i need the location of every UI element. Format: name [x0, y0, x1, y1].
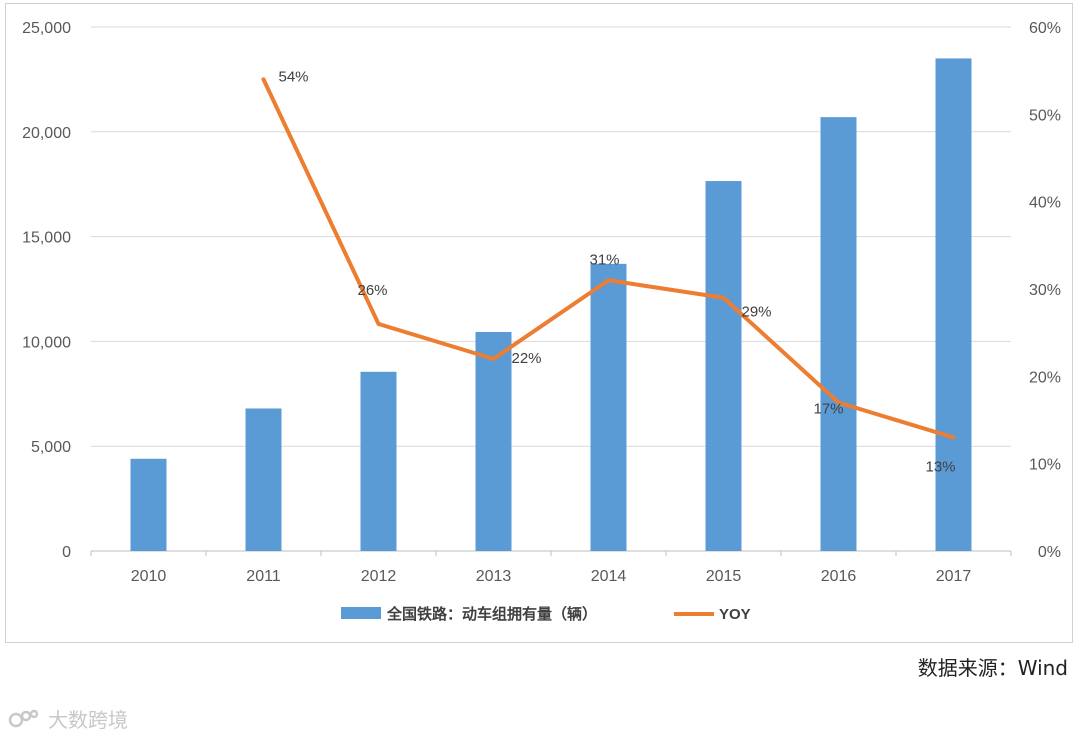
- legend-swatch-bar: [341, 607, 381, 619]
- y-left-tick-label: 20,000: [22, 125, 71, 142]
- yoy-point: [607, 278, 611, 282]
- x-tick-label: 2012: [361, 568, 397, 585]
- watermark: 大数跨境: [8, 704, 128, 733]
- bar: [476, 332, 512, 551]
- bar: [131, 459, 167, 551]
- bar: [706, 181, 742, 551]
- yoy-data-label: 22%: [511, 350, 541, 367]
- bar: [821, 117, 857, 551]
- y-right-tick-label: 0%: [1038, 544, 1061, 561]
- x-tick-label: 2011: [246, 568, 281, 585]
- y-right-tick-label: 30%: [1029, 282, 1061, 299]
- yoy-data-label: 31%: [589, 251, 619, 268]
- x-tick-label: 2014: [591, 568, 627, 585]
- bar: [361, 372, 397, 551]
- yoy-point: [952, 435, 956, 439]
- yoy-data-label: 29%: [741, 304, 771, 321]
- y-left-tick-label: 25,000: [22, 20, 71, 37]
- yoy-point: [377, 322, 381, 326]
- y-right-tick-label: 10%: [1029, 457, 1061, 474]
- yoy-data-label: 13%: [925, 458, 955, 475]
- y-right-tick-label: 20%: [1029, 369, 1061, 386]
- y-right-tick-label: 60%: [1029, 20, 1061, 37]
- y-left-tick-label: 15,000: [22, 230, 71, 247]
- y-left-tick-label: 0: [62, 544, 71, 561]
- yoy-data-label: 17%: [813, 401, 843, 418]
- yoy-point: [262, 77, 266, 81]
- x-tick-label: 2017: [936, 568, 972, 585]
- x-tick-label: 2010: [131, 568, 167, 585]
- watermark-logo-icon: [8, 708, 42, 730]
- watermark-text: 大数跨境: [48, 704, 128, 733]
- x-tick-label: 2013: [476, 568, 512, 585]
- yoy-data-label: 54%: [278, 68, 308, 85]
- legend-label-bar: 全国铁路：动车组拥有量（辆）: [386, 605, 597, 623]
- bar: [936, 58, 972, 551]
- x-tick-label: 2015: [706, 568, 742, 585]
- combo-chart: 0 5,000 10,000 15,000 20,000 25,000 0% 10% 20% 30…: [6, 4, 1072, 642]
- x-tick-label: 2016: [821, 568, 857, 585]
- y-right-tick-label: 40%: [1029, 195, 1061, 212]
- y-right-tick-label: 50%: [1029, 107, 1061, 124]
- y-left-tick-label: 10,000: [22, 334, 71, 351]
- bar: [591, 264, 627, 551]
- chart-frame: 0 5,000 10,000 15,000 20,000 25,000 0% 10% 20% 30…: [5, 3, 1073, 643]
- legend-label-line: YOY: [719, 606, 751, 623]
- yoy-point: [722, 296, 726, 300]
- yoy-point: [492, 357, 496, 361]
- y-left-tick-label: 5,000: [31, 439, 71, 456]
- yoy-data-label: 26%: [357, 282, 387, 299]
- source-note: 数据来源：Wind: [918, 652, 1068, 681]
- bar: [246, 408, 282, 551]
